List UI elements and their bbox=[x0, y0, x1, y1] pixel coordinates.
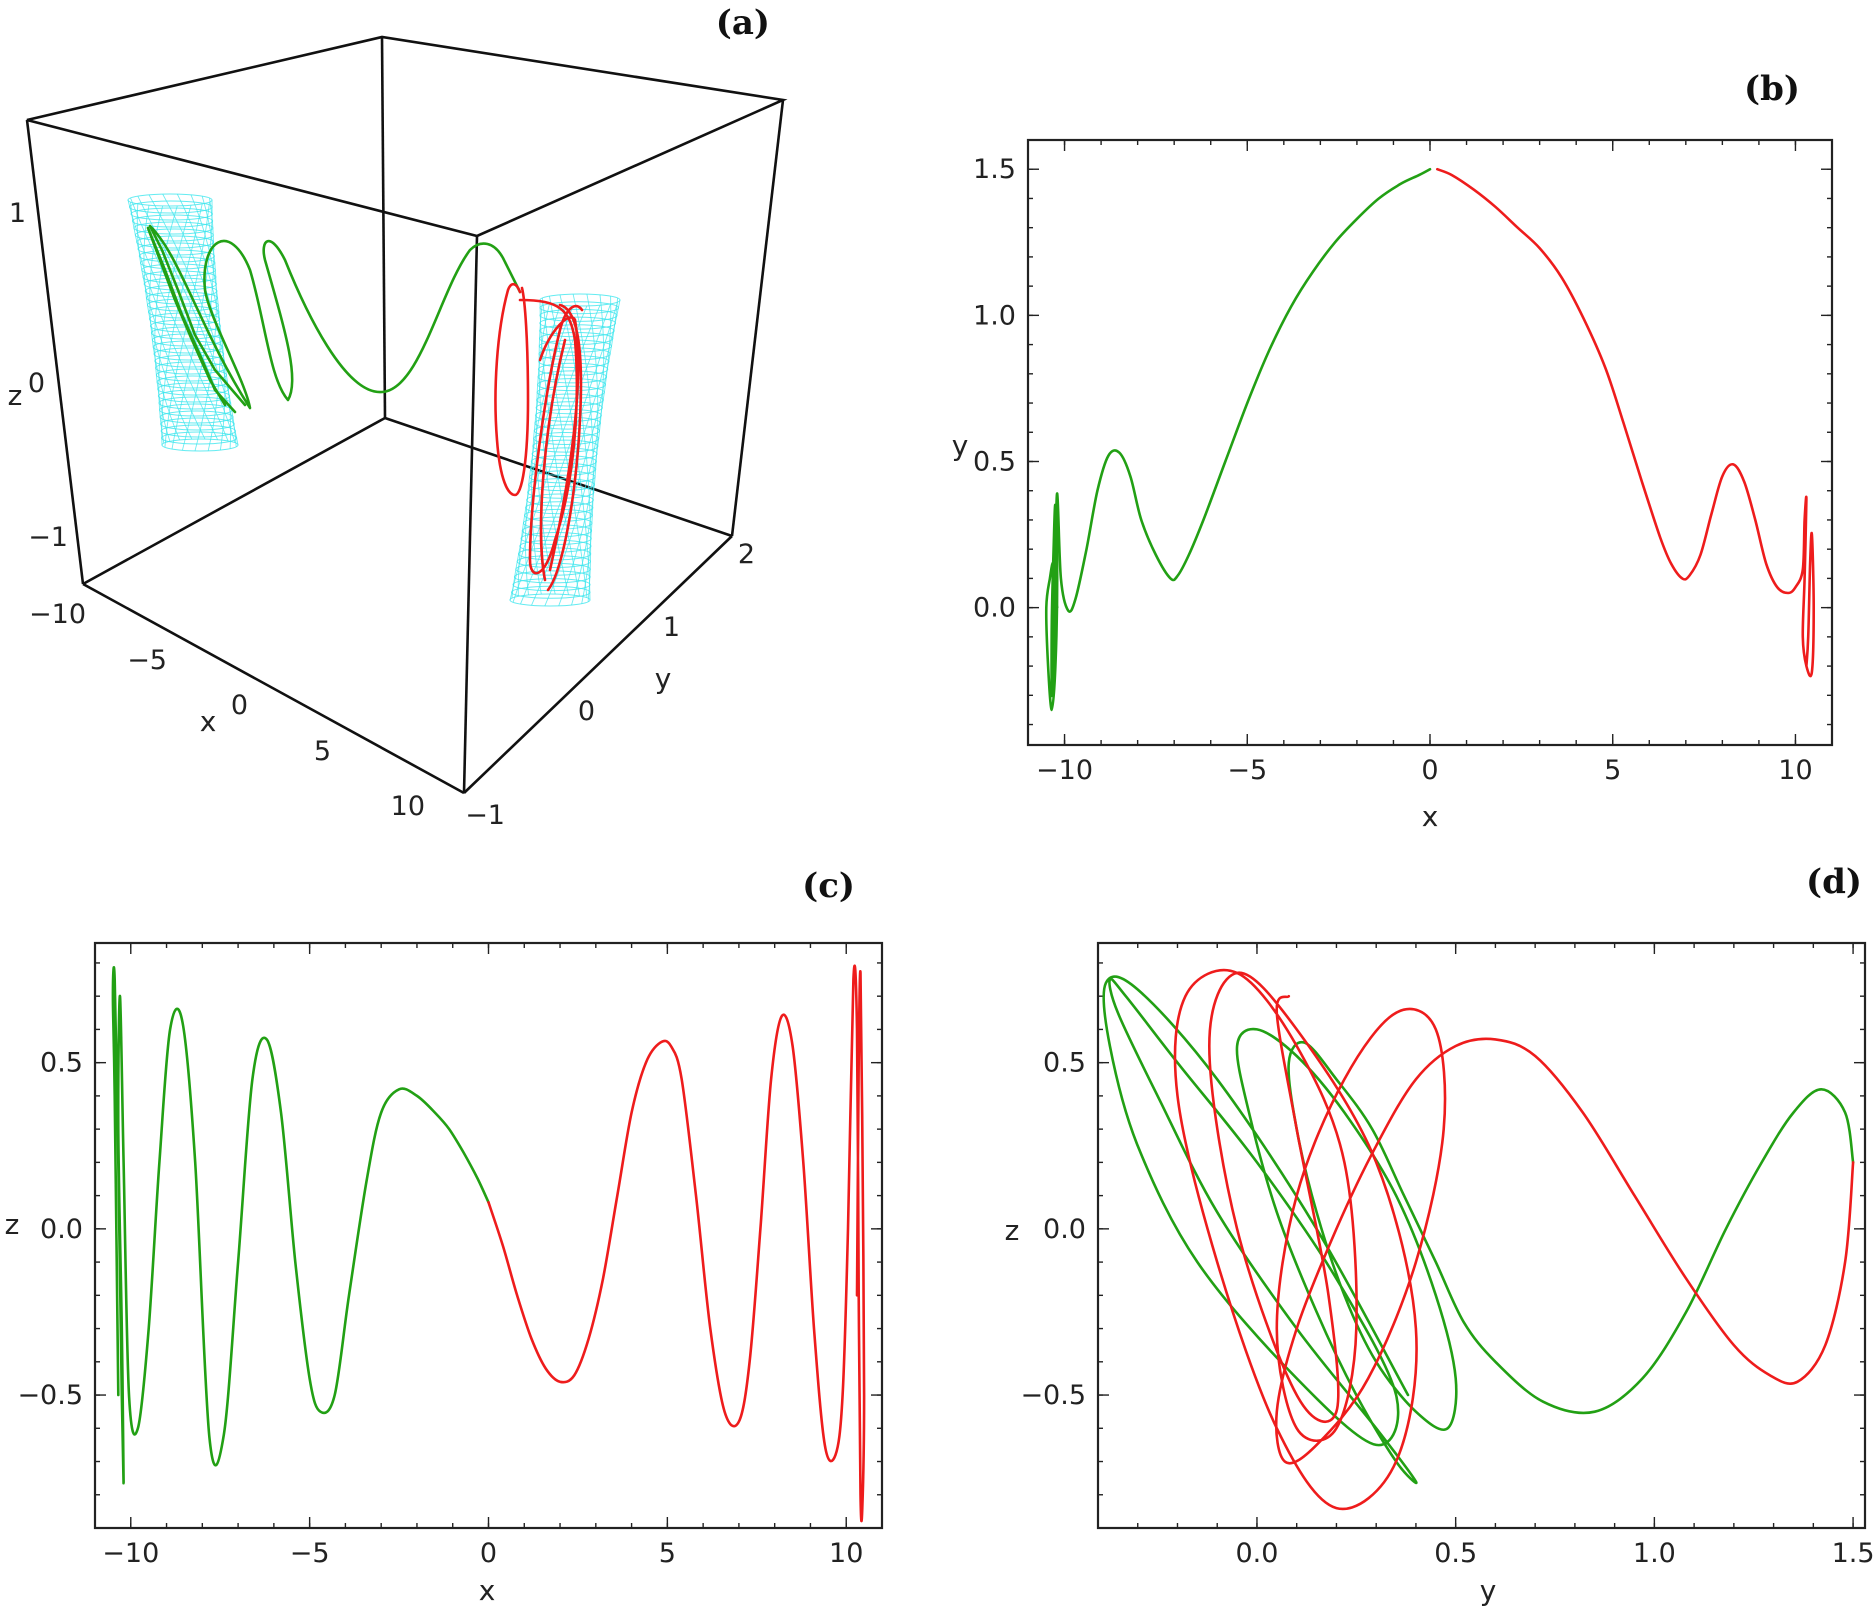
mesh-line bbox=[190, 194, 221, 451]
panel-b-curves bbox=[1044, 167, 1815, 712]
x-tick-label: 0 bbox=[1421, 755, 1438, 786]
panel-b-ticks: −10 −5 0 5 10 0.0 0.5 1.0 1.5 bbox=[973, 139, 1833, 786]
panel-d-frame bbox=[1096, 941, 1867, 1530]
mesh-line bbox=[171, 199, 213, 450]
mesh-ring bbox=[129, 200, 213, 214]
z-axis-label: z bbox=[8, 379, 23, 412]
mesh-ring bbox=[127, 193, 213, 207]
x-tick-label: −5 bbox=[1227, 755, 1267, 786]
x-tick-label: 0.0 bbox=[1235, 1538, 1278, 1569]
panel-b-y-axis-label: y bbox=[952, 429, 969, 462]
mesh-line bbox=[538, 302, 569, 595]
mesh-line bbox=[535, 303, 556, 595]
mesh-line bbox=[130, 202, 219, 440]
panel-c-curves bbox=[111, 964, 866, 1523]
x-tick-label: 10 bbox=[1778, 755, 1812, 786]
y-axis-label: y bbox=[655, 662, 672, 695]
panel-a-red-trajectory bbox=[494, 282, 584, 592]
z-tick-label: 1 bbox=[9, 198, 26, 229]
y-tick-label: −0.5 bbox=[1020, 1380, 1086, 1411]
y-tick-label: 0.5 bbox=[40, 1048, 83, 1079]
panel-a-3d-plot: (a) 1 0 −1 z −10 −5 0 5 10 x −1 bbox=[8, 3, 788, 831]
panel-c-x-axis-label: x bbox=[479, 1574, 496, 1607]
mesh-line bbox=[127, 199, 229, 442]
cyan-mesh-left bbox=[127, 193, 239, 452]
mesh-line bbox=[571, 294, 599, 606]
mesh-ring bbox=[134, 228, 214, 242]
mesh-line bbox=[130, 197, 236, 443]
panel-c-plot: (c) −10 −5 0 5 10 −0.5 0.0 0.5 x z bbox=[5, 866, 884, 1607]
x-tick-label: 0.5 bbox=[1434, 1538, 1477, 1569]
x-tick-label: 5 bbox=[314, 736, 331, 767]
mesh-line bbox=[161, 203, 203, 446]
series-line-red bbox=[1173, 968, 1855, 1511]
mesh-line bbox=[158, 205, 192, 444]
panel-d-ticks: 0.0 0.5 1.0 1.5 −0.5 0.0 0.5 bbox=[1020, 943, 1875, 1569]
series-line-green bbox=[111, 965, 490, 1485]
mesh-line bbox=[559, 294, 592, 602]
x-tick-label: 10 bbox=[391, 791, 425, 822]
x-tick-label: 1.5 bbox=[1832, 1538, 1875, 1569]
x-tick-label: 5 bbox=[659, 1538, 676, 1569]
panel-b-frame bbox=[1026, 138, 1834, 747]
y-tick-label: 1.0 bbox=[973, 300, 1016, 331]
y-tick-label: 2 bbox=[738, 539, 755, 570]
y-tick-label: −0.5 bbox=[17, 1380, 83, 1411]
series-line-green bbox=[1102, 975, 1855, 1485]
y-tick-label: 1 bbox=[663, 612, 680, 643]
x-tick-label: −10 bbox=[1036, 755, 1093, 786]
mesh-line bbox=[539, 299, 580, 596]
y-tick-label: 0.0 bbox=[1043, 1214, 1086, 1245]
x-tick-label: 1.0 bbox=[1633, 1538, 1676, 1569]
y-tick-label: −1 bbox=[465, 800, 505, 831]
mesh-line bbox=[558, 294, 605, 607]
z-tick-label: 0 bbox=[28, 368, 45, 399]
mesh-line bbox=[143, 205, 193, 440]
panel-d-label: (d) bbox=[1806, 862, 1862, 902]
mesh-line bbox=[544, 296, 612, 607]
x-tick-label: −10 bbox=[102, 1538, 159, 1569]
panel-c-y-axis-label: z bbox=[5, 1208, 20, 1241]
panel-b-label: (b) bbox=[1744, 69, 1800, 109]
z-tick-label: −1 bbox=[28, 522, 68, 553]
x-tick-label: −5 bbox=[127, 645, 167, 676]
series-line-red bbox=[1436, 167, 1815, 678]
panel-c-frame bbox=[93, 941, 884, 1530]
mesh-line bbox=[548, 296, 591, 600]
x-tick-label: 5 bbox=[1604, 755, 1621, 786]
series-line-red bbox=[487, 964, 866, 1523]
panel-d-curves bbox=[1102, 968, 1855, 1511]
mesh-ring bbox=[136, 235, 215, 249]
mesh-line bbox=[136, 203, 206, 440]
panel-a-green-trajectory bbox=[146, 224, 522, 414]
mesh-line bbox=[541, 297, 588, 598]
mesh-ring bbox=[537, 362, 609, 376]
mesh-line bbox=[148, 194, 237, 447]
mesh-line bbox=[181, 197, 215, 451]
x-tick-label: 10 bbox=[829, 1538, 863, 1569]
x-axis-label: x bbox=[200, 705, 217, 738]
panel-b-x-axis-label: x bbox=[1422, 800, 1439, 833]
panel-d-y-axis-label: z bbox=[1005, 1214, 1020, 1247]
y-tick-label: 0.0 bbox=[973, 593, 1016, 624]
mesh-line bbox=[572, 294, 594, 604]
y-tick-label: 0.5 bbox=[1043, 1048, 1086, 1079]
x-tick-label: 0 bbox=[480, 1538, 497, 1569]
y-tick-label: 0 bbox=[578, 696, 595, 727]
mesh-line bbox=[531, 305, 561, 595]
panel-c-label: (c) bbox=[802, 866, 855, 906]
panel-d-plot: (d) 0.0 0.5 1.0 1.5 −0.5 0.0 0.5 y z bbox=[1005, 862, 1875, 1607]
panel-b-plot: (b) −10 −5 0 5 10 0.0 0.5 1.0 1.5 x y bbox=[952, 69, 1834, 833]
series-line-green bbox=[1044, 167, 1432, 712]
y-tick-label: 1.5 bbox=[973, 154, 1016, 185]
panel-c-ticks: −10 −5 0 5 10 −0.5 0.0 0.5 bbox=[17, 943, 883, 1569]
panel-d-x-axis-label: y bbox=[1480, 1574, 1497, 1607]
y-tick-label: 0.0 bbox=[40, 1214, 83, 1245]
x-tick-label: 0 bbox=[231, 690, 248, 721]
x-tick-label: −10 bbox=[29, 599, 86, 630]
panel-a-label: (a) bbox=[716, 3, 770, 43]
x-tick-label: −5 bbox=[290, 1538, 330, 1569]
y-tick-label: 0.5 bbox=[973, 446, 1016, 477]
